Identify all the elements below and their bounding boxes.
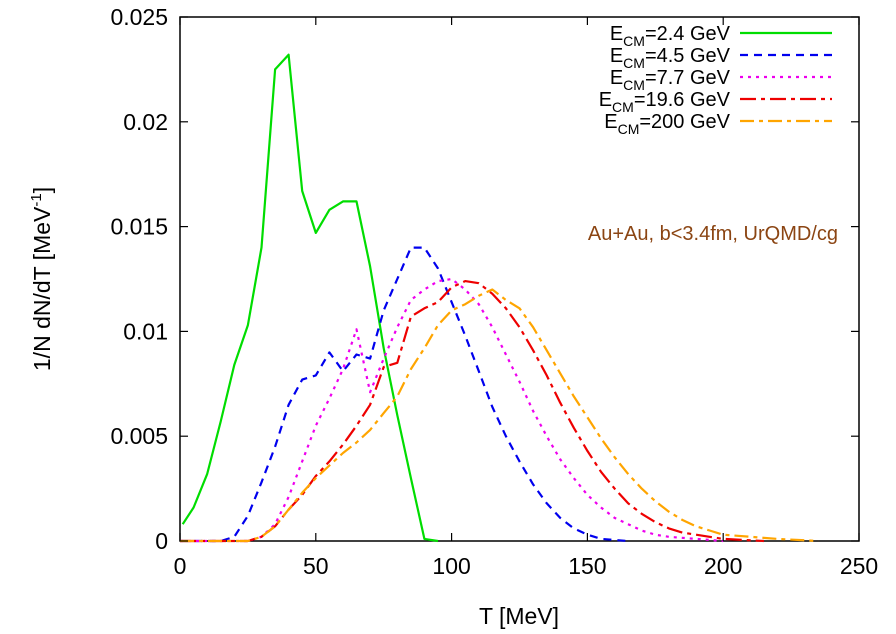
y-tick-label: 0 <box>155 528 168 554</box>
legend-label: ECM=7.7 GeV <box>610 67 731 93</box>
series-line-3 <box>180 280 764 543</box>
legend-label-rest: =2.4 GeV <box>645 23 731 45</box>
x-tick-label: 200 <box>704 553 742 579</box>
legend-label: ECM=4.5 GeV <box>610 45 731 71</box>
series-line-2 <box>180 277 724 543</box>
x-tick-label: 100 <box>432 553 470 579</box>
annotation-text: Au+Au, b<3.4fm, UrQMD/cg <box>588 223 838 245</box>
series-line-1 <box>180 246 629 543</box>
legend-label-rest: =200 GeV <box>639 111 730 133</box>
legend-label-sub: CM <box>623 33 645 49</box>
ticks-layer: 0 50 100 150 200 250 0 0.005 0.01 0.015 0.02 0.025 <box>110 4 878 579</box>
y-axis-label-sup: -1 <box>28 193 45 206</box>
legend-item-2: ECM=7.7 GeV <box>610 67 832 93</box>
legend-label-main: E <box>599 89 612 111</box>
y-axis-label: 1/N dN/dT [MeV-1] <box>28 187 55 371</box>
y-tick-label: 0.005 <box>110 423 168 449</box>
legend-item-0: ECM=2.4 GeV <box>610 23 832 49</box>
legend-label: ECM=19.6 GeV <box>599 89 731 115</box>
legend-label-sub: CM <box>623 55 645 71</box>
legend-label: ECM=200 GeV <box>604 111 730 137</box>
y-tick-label: 0.025 <box>110 4 168 30</box>
y-tick-label: 0.02 <box>123 109 168 135</box>
x-tick-label: 150 <box>568 553 606 579</box>
legend-label-rest: =7.7 GeV <box>645 67 731 89</box>
legend-label-sub: CM <box>618 121 640 137</box>
x-tick-label: 250 <box>840 553 878 579</box>
series-line-4 <box>180 288 819 543</box>
y-axis-label-tail: ] <box>29 187 55 193</box>
legend-label-main: E <box>610 23 623 45</box>
x-tick-label: 50 <box>303 553 329 579</box>
legend-label-main: E <box>610 45 623 67</box>
legend-label-rest: =19.6 GeV <box>634 89 731 111</box>
legend-label-main: E <box>610 67 623 89</box>
legend-item-1: ECM=4.5 GeV <box>610 45 832 71</box>
legend-label-sub: CM <box>612 99 634 115</box>
x-tick-label: 0 <box>174 553 187 579</box>
series-line-0 <box>181 53 439 543</box>
legend-item-3: ECM=19.6 GeV <box>599 89 832 115</box>
legend-label: ECM=2.4 GeV <box>610 23 731 49</box>
legend-label-sub: CM <box>623 77 645 93</box>
y-tick-label: 0.01 <box>123 318 168 344</box>
legend-label-main: E <box>604 111 617 133</box>
x-axis-label: T [MeV] <box>479 603 559 629</box>
series-layer <box>180 53 819 543</box>
legend-item-4: ECM=200 GeV <box>604 111 832 137</box>
legend-label-rest: =4.5 GeV <box>645 45 731 67</box>
y-axis-label-base: 1/N dN/dT [MeV <box>29 206 55 371</box>
plot-frame <box>179 16 860 542</box>
y-tick-label: 0.015 <box>110 214 168 240</box>
